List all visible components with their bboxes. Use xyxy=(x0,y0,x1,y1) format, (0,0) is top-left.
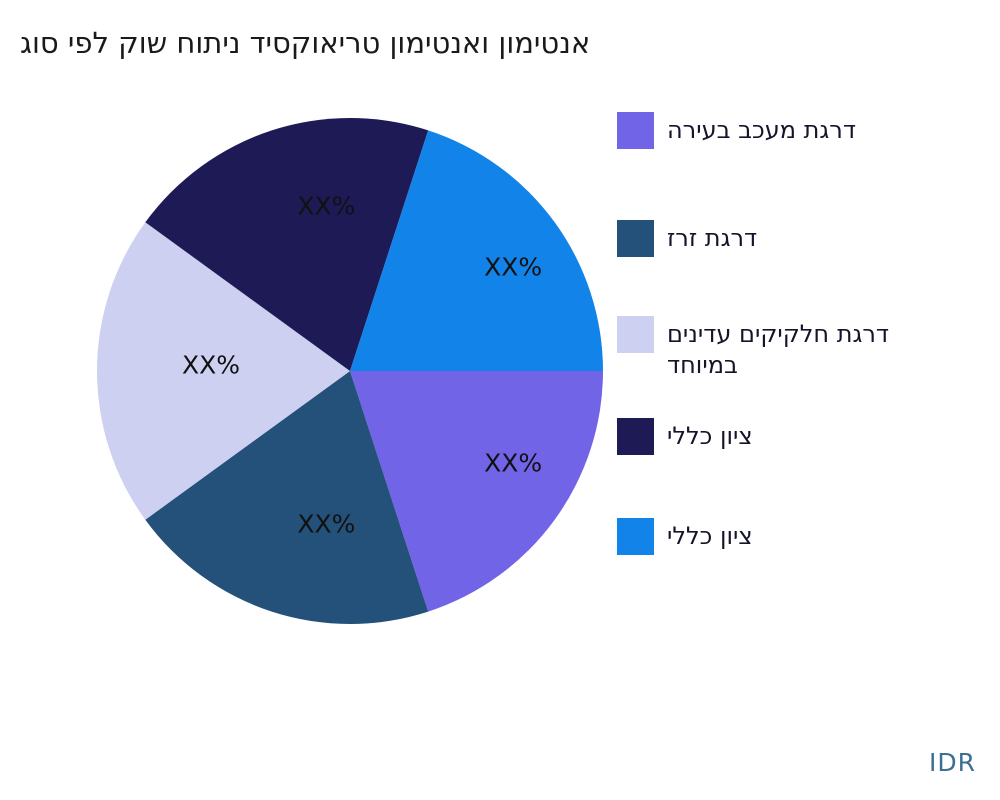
legend-item: ציון כללי xyxy=(617,518,753,555)
slice-label-1: XX% xyxy=(297,509,355,538)
legend-swatch-icon xyxy=(617,220,654,257)
pie-slice-3 xyxy=(145,117,429,372)
legend-item: דרגת מעכב בעירה xyxy=(617,112,856,149)
slice-label-3: XX% xyxy=(297,192,355,221)
legend-label: ציון כללי xyxy=(667,422,753,450)
legend-label: ציון כללי xyxy=(667,522,753,550)
legend-item: דרגת חלקיקים עדינים במיוחד xyxy=(617,316,889,380)
slice-label-2: XX% xyxy=(182,351,240,380)
slice-label-0: XX% xyxy=(484,449,542,478)
pie-slice-2 xyxy=(97,222,351,520)
watermark-idr: IDR xyxy=(929,748,976,777)
legend-item: ציון כללי xyxy=(617,418,753,455)
legend-label: דרגת מעכב בעירה xyxy=(667,116,856,144)
legend-label: דרגת חלקיקים עדינים במיוחד xyxy=(667,320,889,379)
pie-slice-1 xyxy=(145,371,429,625)
pie-slice-0 xyxy=(350,371,603,612)
pie-slice-4 xyxy=(350,130,603,371)
legend-swatch-icon xyxy=(617,316,654,353)
legend-label: דרגת זרז xyxy=(667,224,758,252)
legend-swatch-icon xyxy=(617,518,654,555)
slice-label-4: XX% xyxy=(484,252,542,281)
legend-item: דרגת זרז xyxy=(617,220,757,257)
legend-swatch-icon xyxy=(617,112,654,149)
chart-title: אנטימון ואנטימון טריאוקסיד ניתוח שוק לפי… xyxy=(20,26,591,60)
legend-swatch-icon xyxy=(617,418,654,455)
